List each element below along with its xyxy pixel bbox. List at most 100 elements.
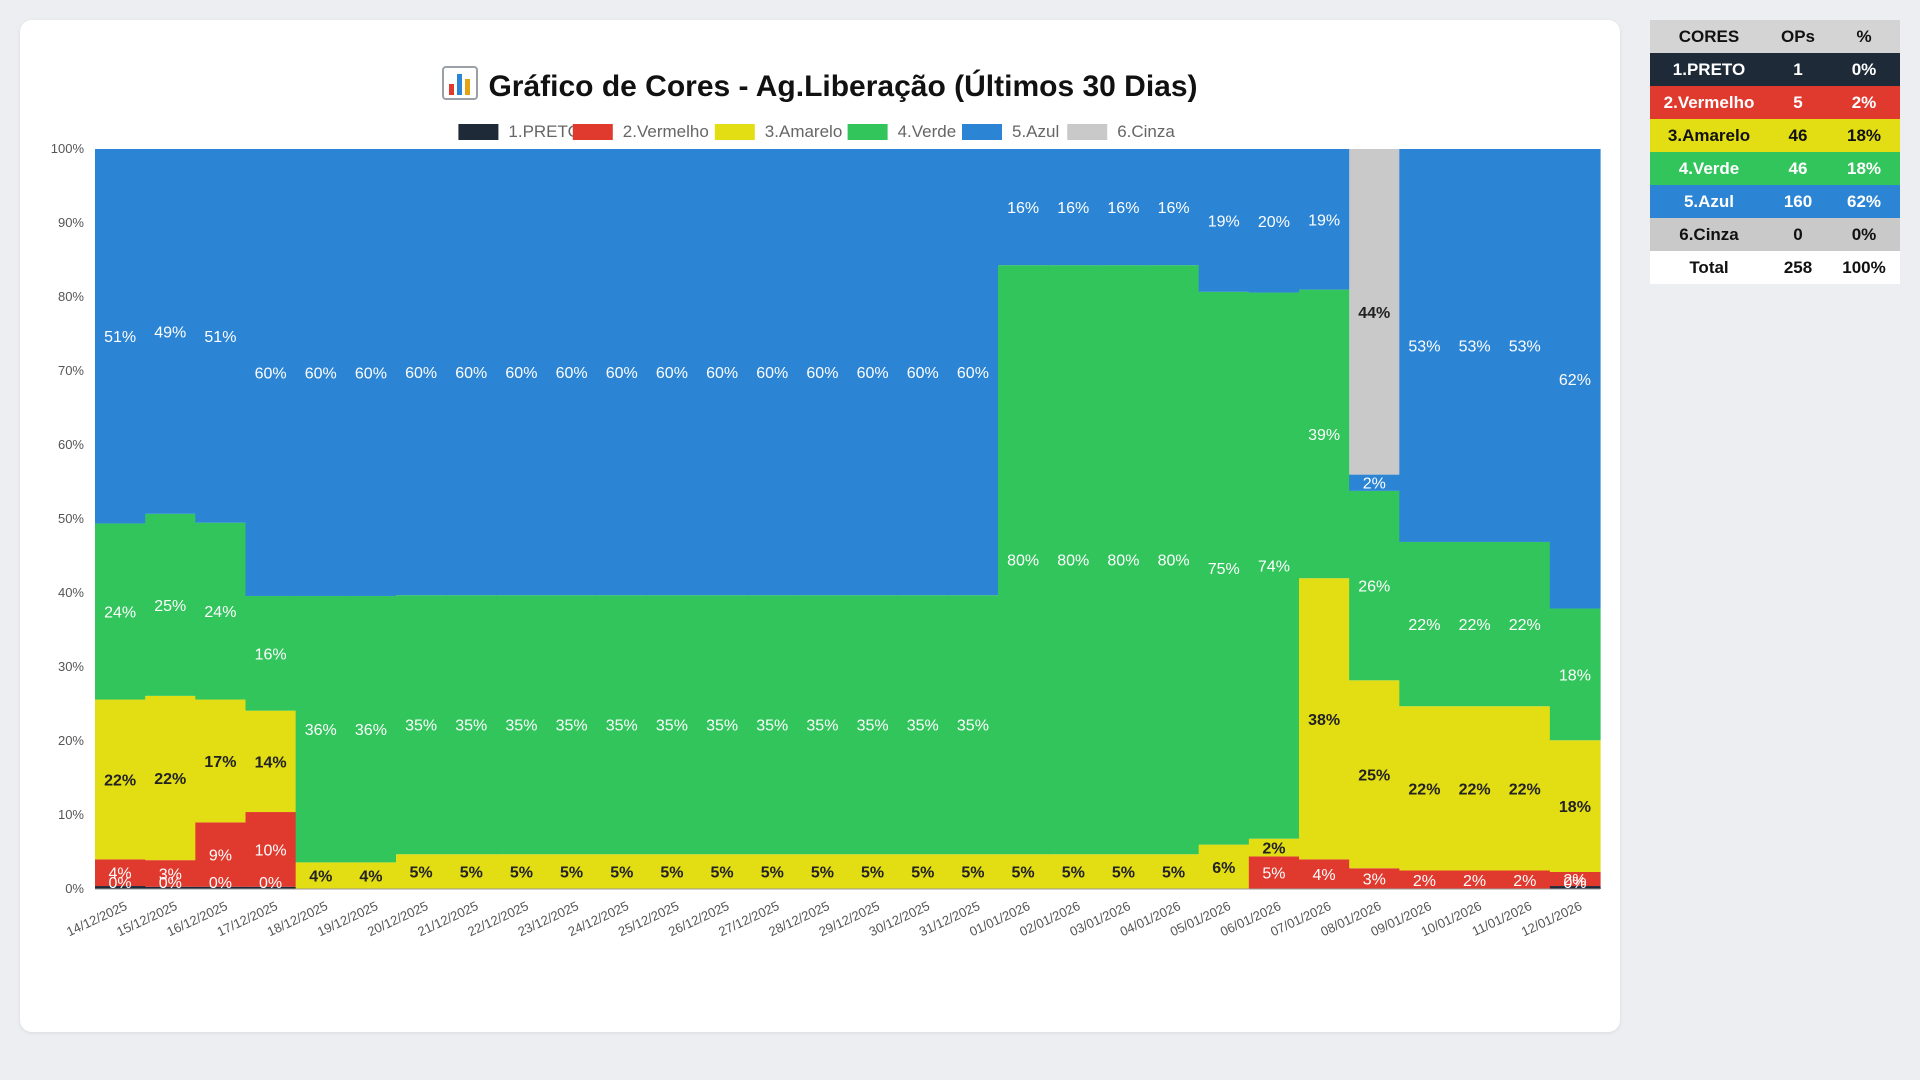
data-label: 35% [405, 718, 437, 735]
bar-segment [245, 595, 297, 711]
legend-label: 4.Verde [898, 122, 957, 141]
data-label: 5% [1262, 866, 1285, 883]
summary-row: 3.Amarelo 46 18% [1650, 119, 1900, 152]
bar-segment [446, 595, 497, 855]
bar-segment [1048, 149, 1099, 266]
chart-title-container: Gráfico de Cores - Ag.Liberação (Últimos… [20, 66, 1620, 108]
data-label: 0% [259, 875, 282, 892]
data-label: 17% [204, 754, 236, 771]
data-label: 39% [1308, 427, 1340, 444]
bar-segment [1148, 265, 1200, 855]
data-label: 22% [1459, 781, 1491, 798]
data-label: 35% [656, 718, 688, 735]
summary-row: 4.Verde 46 18% [1650, 152, 1900, 185]
data-label: 60% [656, 365, 688, 382]
legend-label: 3.Amarelo [765, 122, 842, 141]
bar-segment [145, 886, 196, 889]
data-label: 5% [660, 865, 683, 882]
data-label: 0% [109, 875, 132, 892]
data-label: 4% [309, 869, 332, 886]
bar-segment [897, 595, 949, 855]
bar-segment [1549, 886, 1601, 889]
bar-segment [245, 812, 297, 887]
bar-segment [847, 595, 899, 855]
bar-segment [1198, 149, 1250, 292]
data-label: 60% [806, 365, 838, 382]
data-label: 80% [1007, 553, 1039, 570]
summary-cell-pct: 2% [1851, 92, 1877, 112]
data-label: 60% [706, 365, 738, 382]
data-label: 16% [1007, 200, 1039, 217]
data-label: 5% [861, 865, 884, 882]
bar-segment [195, 522, 247, 700]
data-label: 16% [1107, 200, 1139, 217]
summary-cell-color: 2.Vermelho [1663, 92, 1755, 112]
legend-label: 5.Azul [1012, 122, 1059, 141]
bar-segment [546, 595, 598, 855]
summary-row: 2.Vermelho 5 2% [1650, 86, 1900, 119]
bar-segment [95, 149, 146, 524]
data-label: 22% [1459, 617, 1491, 634]
data-label: 2% [1563, 872, 1586, 889]
data-label: 16% [1057, 200, 1089, 217]
summary-row: 1.PRETO 1 0% [1650, 53, 1900, 86]
y-tick-label: 40% [58, 585, 84, 600]
summary-cell-pct: 18% [1846, 125, 1882, 145]
data-label: 5% [1012, 865, 1035, 882]
data-label: 16% [255, 646, 287, 663]
data-label: 5% [761, 865, 784, 882]
bar-segment [1248, 149, 1300, 293]
data-label: 35% [957, 718, 989, 735]
summary-cell-color: 4.Verde [1678, 158, 1740, 178]
data-label: 75% [1208, 561, 1240, 578]
bar-segment [145, 513, 196, 696]
data-label: 60% [907, 365, 939, 382]
y-tick-label: 20% [58, 733, 84, 748]
y-tick-label: 10% [58, 807, 84, 822]
bar-segment [1499, 541, 1551, 707]
bar-segment [1399, 541, 1451, 707]
legend: 1.PRETO 2.Vermelho 3.Amarelo 4.Verde 5.Azul 6… [458, 122, 1175, 141]
bar-segment [496, 854, 548, 889]
bar-segment [747, 854, 798, 889]
data-label: 3% [159, 866, 182, 883]
bar-segment [345, 862, 397, 889]
bar-segment [295, 595, 347, 863]
bar-segment [797, 595, 849, 855]
bar-segment [245, 710, 297, 813]
data-label: 2% [1363, 476, 1386, 493]
legend-swatch [847, 124, 888, 140]
bar-segment [646, 595, 698, 855]
data-label: 18% [1559, 667, 1591, 684]
data-label: 38% [1308, 712, 1340, 729]
summary-cell-ops: 46 [1788, 125, 1808, 145]
data-label: 5% [410, 865, 433, 882]
bar-segment [95, 699, 146, 860]
bar-segment [947, 595, 999, 855]
data-label: 60% [556, 365, 588, 382]
bar-segment [145, 695, 196, 861]
bar-segment [596, 595, 648, 855]
data-label: 80% [1107, 553, 1139, 570]
data-label: 22% [154, 771, 186, 788]
data-label: 36% [305, 722, 337, 739]
bar-segment [1499, 870, 1551, 889]
data-label: 60% [756, 365, 788, 382]
data-label: 5% [610, 865, 633, 882]
bar-segment [145, 149, 196, 514]
bar-segment [947, 149, 999, 596]
data-label: 4% [1313, 867, 1336, 884]
summary-cell-pct: 0% [1851, 59, 1877, 79]
bar-segment [295, 862, 347, 889]
data-label: 60% [505, 365, 537, 382]
bar-segment [1198, 844, 1250, 889]
chart-card: Gráfico de Cores - Ag.Liberação (Últimos… [20, 20, 1620, 1032]
data-label: 18% [1559, 799, 1591, 816]
bar-segment [747, 595, 798, 855]
y-tick-label: 50% [58, 511, 84, 526]
data-label: 0% [209, 875, 232, 892]
summary-cell-color: 1.PRETO [1672, 59, 1746, 79]
data-label: 6% [1212, 860, 1235, 877]
bar-segment [1349, 868, 1400, 889]
data-label: 25% [1358, 767, 1390, 784]
